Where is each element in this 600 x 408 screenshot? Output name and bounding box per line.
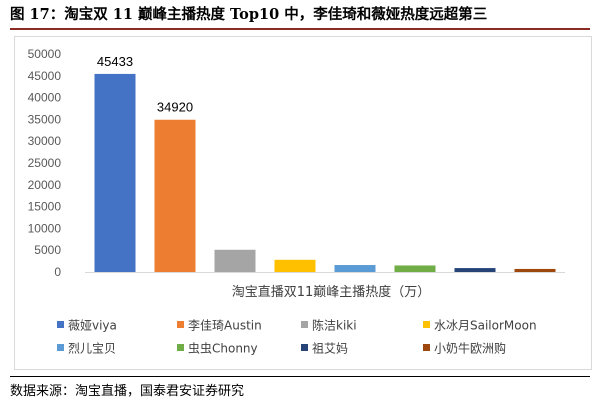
bar-value-label: 34920	[157, 100, 193, 115]
x-axis-title: 淘宝直播双11巅峰主播热度（万）	[232, 284, 431, 300]
source-note: 数据来源：淘宝直播，国泰君安证券研究	[10, 384, 245, 399]
y-tick-label: 35000	[28, 112, 62, 126]
legend-label: 祖艾妈	[312, 341, 348, 356]
bar	[214, 249, 256, 272]
y-tick-label: 30000	[28, 134, 62, 148]
legend-swatch	[57, 321, 64, 328]
legend-swatch	[301, 344, 308, 351]
figure-title: 图 17：淘宝双 11 巅峰主播热度 Top10 中，李佳琦和薇娅热度远超第三	[10, 6, 488, 23]
bar-value-label: 45433	[97, 54, 133, 69]
legend-swatch	[177, 344, 184, 351]
chart-frame: 0 5000 10000 15000 20000 25000 30000 35000 40000…	[14, 36, 592, 370]
legend-label: 虫虫Chonny	[188, 342, 258, 356]
legend-label: 烈儿宝贝	[68, 342, 116, 356]
legend-label: 薇娅viya	[68, 319, 117, 333]
y-tick-label: 5000	[34, 243, 61, 257]
legend-swatch	[301, 321, 308, 328]
bar	[154, 119, 196, 272]
bar	[94, 73, 136, 272]
legend-swatch	[57, 344, 64, 351]
legend-swatch	[177, 321, 184, 328]
bar	[274, 259, 316, 272]
y-tick-label: 15000	[28, 200, 62, 214]
y-tick-label: 10000	[28, 221, 62, 235]
bar	[454, 268, 496, 272]
bar-chart: 0 5000 10000 15000 20000 25000 30000 35000 40000…	[28, 47, 565, 356]
y-tick-label: 25000	[28, 156, 62, 170]
legend-swatch	[423, 344, 430, 351]
y-tick-label: 45000	[28, 69, 62, 83]
legend-label: 小奶牛欧洲购	[434, 341, 506, 356]
y-tick-label: 40000	[28, 91, 62, 105]
bar	[394, 265, 436, 272]
legend-label: 李佳琦Austin	[188, 318, 262, 333]
y-tick-label: 20000	[28, 178, 62, 192]
source-rule	[10, 376, 590, 377]
y-tick-label: 0	[54, 265, 61, 279]
legend-label: 水冰月SailorMoon	[434, 319, 537, 333]
bar	[334, 265, 376, 272]
y-tick-label: 50000	[28, 47, 62, 61]
legend-label: 陈洁kiki	[312, 318, 357, 333]
title-rule	[10, 28, 590, 30]
bar	[514, 268, 556, 272]
legend-swatch	[423, 321, 430, 328]
